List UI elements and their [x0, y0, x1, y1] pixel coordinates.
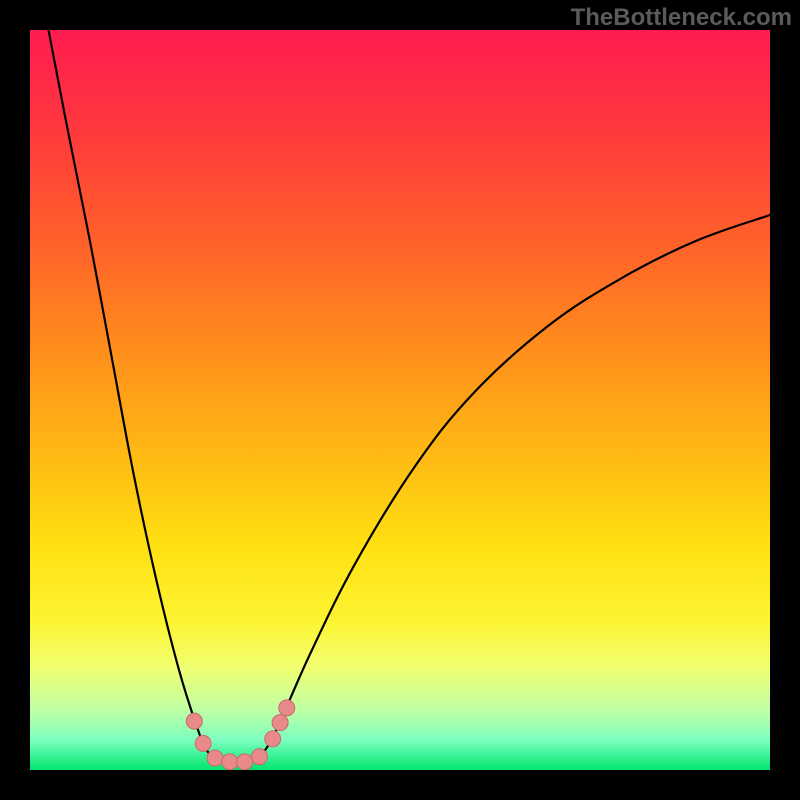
- marker-point: [222, 754, 238, 770]
- marker-point: [272, 715, 288, 731]
- chart-background: [30, 30, 770, 770]
- marker-point: [195, 735, 211, 751]
- chart-plot-area: [30, 30, 770, 770]
- marker-point: [207, 750, 223, 766]
- marker-point: [279, 700, 295, 716]
- chart-svg: [30, 30, 770, 770]
- marker-point: [265, 731, 281, 747]
- watermark-label: TheBottleneck.com: [571, 4, 792, 32]
- marker-point: [186, 713, 202, 729]
- marker-point: [251, 749, 267, 765]
- marker-point: [237, 754, 253, 770]
